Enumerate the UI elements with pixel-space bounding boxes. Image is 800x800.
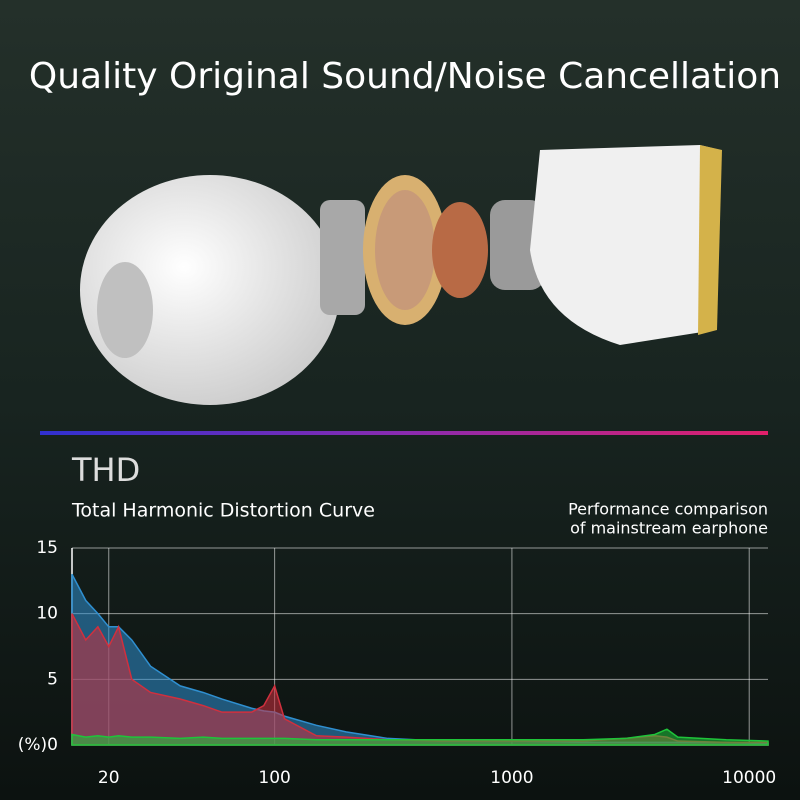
chart-title: THD bbox=[71, 451, 140, 489]
x-tick-label: 1000 bbox=[490, 768, 533, 788]
y-tick-label: (%)0 bbox=[18, 735, 58, 755]
y-tick-label: 5 bbox=[47, 669, 58, 689]
x-tick-label: 20 bbox=[98, 768, 120, 788]
page-title: Quality Original Sound/Noise Cancellatio… bbox=[29, 56, 781, 97]
x-tick-label: 100 bbox=[258, 768, 290, 788]
annotation: Performance comparison bbox=[568, 500, 768, 519]
area bbox=[71, 728, 769, 746]
chart-subtitle: Total Harmonic Distortion Curve bbox=[71, 500, 375, 522]
annotation: of mainstream earphone bbox=[570, 519, 768, 538]
y-tick-label: 10 bbox=[36, 604, 58, 624]
divider bbox=[40, 431, 768, 435]
y-tick-label: 15 bbox=[36, 538, 58, 558]
x-tick-label: 10000 bbox=[722, 768, 776, 788]
earphone-illustration bbox=[80, 145, 722, 405]
plot: (%)0 5 10 15 20 100 1000 10000 bbox=[18, 538, 776, 788]
